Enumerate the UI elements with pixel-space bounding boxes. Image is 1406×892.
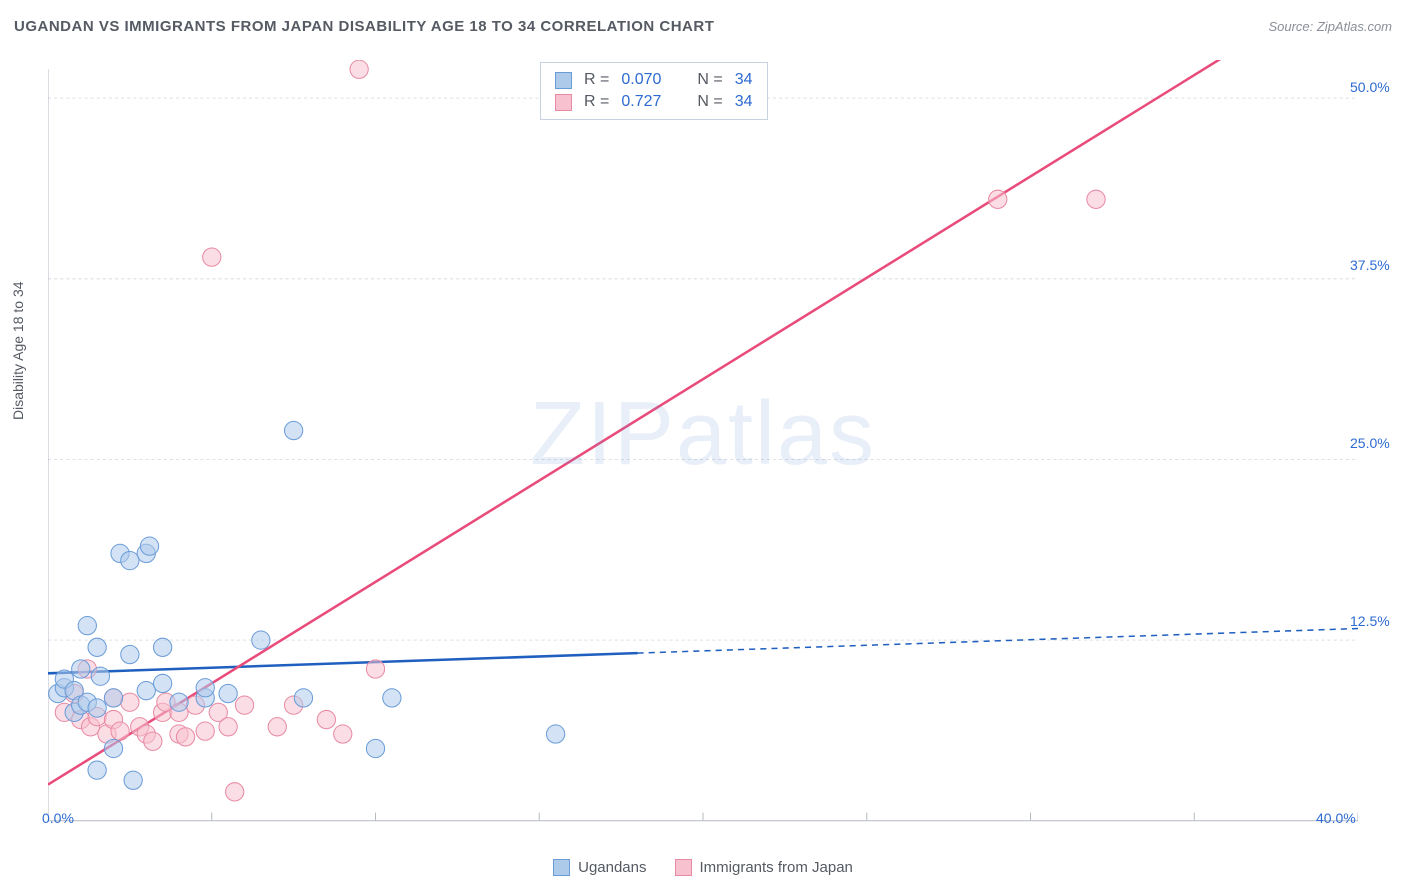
stats-row-series1: R = 0.070 N = 34	[555, 69, 753, 91]
swatch-series2-bottom	[675, 859, 692, 876]
n-value-1: 34	[735, 71, 753, 89]
stats-legend-box: R = 0.070 N = 34 R = 0.727 N = 34	[540, 62, 768, 120]
x-tick-label: 40.0%	[1316, 810, 1356, 826]
scatter-plot	[48, 60, 1358, 830]
stats-row-series2: R = 0.727 N = 34	[555, 91, 753, 113]
bottom-legend: Ugandans Immigrants from Japan	[0, 859, 1406, 876]
x-tick-label: 0.0%	[42, 810, 74, 826]
y-tick-label: 37.5%	[1350, 257, 1390, 273]
swatch-series2	[555, 94, 572, 111]
r-label-1: R =	[584, 71, 609, 89]
chart-title: UGANDAN VS IMMIGRANTS FROM JAPAN DISABIL…	[14, 18, 714, 35]
y-tick-label: 12.5%	[1350, 613, 1390, 629]
n-label-1: N =	[697, 71, 722, 89]
n-value-2: 34	[735, 93, 753, 111]
r-value-2: 0.727	[621, 93, 661, 111]
legend-item-series2: Immigrants from Japan	[675, 859, 853, 876]
y-tick-label: 50.0%	[1350, 79, 1390, 95]
swatch-series1-bottom	[553, 859, 570, 876]
legend-label-series2: Immigrants from Japan	[700, 859, 853, 876]
chart-plot-area: ZIPatlas	[48, 60, 1358, 830]
r-label-2: R =	[584, 93, 609, 111]
source-credit: Source: ZipAtlas.com	[1268, 19, 1392, 34]
n-label-2: N =	[697, 93, 722, 111]
swatch-series1	[555, 72, 572, 89]
legend-label-series1: Ugandans	[578, 859, 646, 876]
r-value-1: 0.070	[621, 71, 661, 89]
y-tick-label: 25.0%	[1350, 435, 1390, 451]
y-axis-label: Disability Age 18 to 34	[10, 281, 26, 420]
legend-item-series1: Ugandans	[553, 859, 646, 876]
